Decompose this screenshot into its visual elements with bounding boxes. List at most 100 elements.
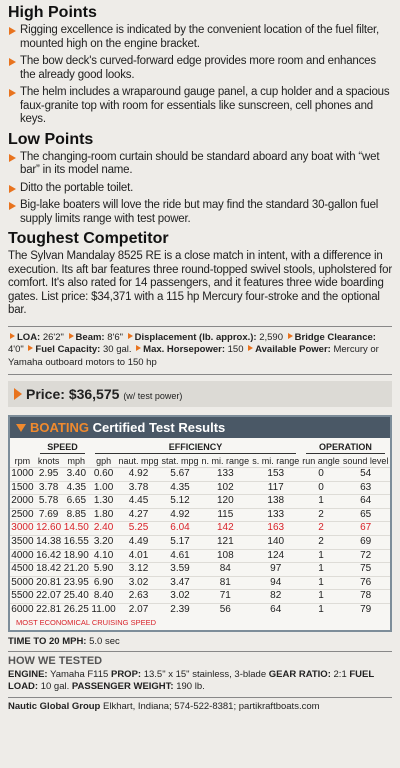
table-cell: 5.25 bbox=[117, 521, 161, 536]
table-cell: 2 bbox=[300, 507, 342, 522]
detail-label: FUEL LOAD: bbox=[8, 668, 375, 692]
table-cell: 3.78 bbox=[34, 480, 63, 495]
arrow-icon bbox=[68, 332, 74, 339]
table-cell: 3.40 bbox=[62, 467, 91, 482]
table-row: 5000 20.81 23.95 6.90 3.02 3.47 81 94 1 76 bbox=[10, 575, 390, 590]
table-cell: 64 bbox=[341, 494, 390, 509]
group-label: EFFICIENCY bbox=[95, 442, 296, 454]
table-cell: 78 bbox=[341, 589, 390, 604]
section-title: High Points bbox=[8, 4, 97, 21]
table-cell: 4.35 bbox=[62, 480, 91, 495]
arrow-icon bbox=[14, 388, 22, 400]
table-cell: 2.95 bbox=[34, 467, 63, 482]
spec-value: 4'0" bbox=[8, 344, 24, 355]
table-cell: 20.81 bbox=[34, 575, 63, 590]
table-cell: 56 bbox=[199, 602, 251, 617]
table-cell: 23.95 bbox=[62, 575, 91, 590]
table-cell: 5.67 bbox=[160, 467, 200, 482]
spec-value: 8'6" bbox=[107, 331, 123, 343]
column-header: stat. mpg bbox=[161, 456, 199, 466]
table-cell: 4.10 bbox=[90, 548, 118, 563]
table-cell: 117 bbox=[250, 480, 301, 495]
group-header: EFFICIENCY bbox=[90, 438, 301, 455]
column-header: sound level bbox=[342, 456, 389, 466]
section-title: Toughest Competitor bbox=[8, 230, 169, 247]
detail-value: Yamaha F115 bbox=[50, 668, 109, 680]
table-row: 1000 2.95 3.40 0.60 4.92 5.67 133 153 0 54 bbox=[10, 467, 390, 482]
table-cell: 5.17 bbox=[160, 534, 200, 550]
table-cell: 16.55 bbox=[62, 534, 91, 550]
table-cell: 115 bbox=[199, 507, 251, 522]
table-cell: 0 bbox=[300, 467, 342, 482]
table-cell: 124 bbox=[250, 548, 301, 563]
table-cell: 1 bbox=[300, 494, 342, 509]
table-cell: 2.07 bbox=[117, 602, 161, 617]
table-cell: 1.00 bbox=[90, 480, 118, 495]
table-cell: 138 bbox=[250, 494, 301, 509]
table-cell: 4.92 bbox=[160, 507, 200, 522]
bullet-list: The changing-room curtain should be stan… bbox=[8, 151, 392, 227]
arrow-icon bbox=[28, 345, 34, 351]
detail-label: GEAR RATIO: bbox=[268, 668, 331, 680]
column-header: n. mi. range bbox=[201, 456, 250, 466]
test-results: BOATING Certified Test Results SPEED EFFI… bbox=[8, 415, 392, 632]
table-cell: 22.07 bbox=[34, 589, 63, 604]
empty-cell bbox=[10, 438, 35, 455]
table-cell: 71 bbox=[199, 589, 251, 604]
table-cell: 5000 bbox=[10, 575, 35, 590]
bullet-item: Ditto the portable toilet. bbox=[8, 182, 392, 196]
table-cell: 4.49 bbox=[117, 534, 161, 550]
group-header: SPEED bbox=[35, 438, 90, 455]
bullet-item: The changing-room curtain should be stan… bbox=[8, 151, 392, 178]
table-cell: 4.35 bbox=[160, 480, 200, 495]
table-cell: 63 bbox=[341, 480, 390, 495]
spec-label: Displacement (lb. approx.): bbox=[134, 331, 257, 343]
table-cell: 5.78 bbox=[34, 494, 63, 509]
spec-value: Mercury or Yamaha outboard motors to 150… bbox=[8, 344, 379, 368]
table-cell: 0.60 bbox=[90, 467, 118, 482]
price-value: $36,575 bbox=[68, 386, 120, 402]
table-cell: 3.20 bbox=[90, 534, 118, 550]
table-cell: 2.40 bbox=[90, 521, 118, 536]
table-cell: 76 bbox=[341, 575, 390, 590]
table-cell: 3.59 bbox=[160, 562, 200, 577]
spec-label: Available Power: bbox=[255, 344, 331, 355]
arrow-icon bbox=[10, 332, 15, 339]
table-row: 6000 22.81 26.25 11.00 2.07 2.39 56 64 1 79 bbox=[10, 602, 390, 617]
spec-label: Max. Horsepower: bbox=[143, 344, 225, 355]
results-table: SPEED EFFICIENCY OPERATION rpm knots mph gph na… bbox=[10, 438, 390, 617]
table-title: BOATING Certified Test Results bbox=[10, 417, 390, 438]
table-row: 5500 22.07 25.40 8.40 2.63 3.02 71 82 1 78 bbox=[10, 589, 390, 604]
table-cell: 2500 bbox=[10, 507, 35, 522]
table-cell: 54 bbox=[341, 467, 390, 482]
spec-value: 26'2" bbox=[42, 331, 64, 343]
arrow-icon bbox=[127, 332, 133, 339]
table-cell: 3.78 bbox=[117, 480, 161, 495]
table-cell: 12.60 bbox=[34, 521, 63, 536]
table-cell: 4.61 bbox=[160, 548, 200, 563]
column-header: knots bbox=[37, 456, 60, 466]
detail-value: 2:1 bbox=[333, 668, 347, 680]
section-title: Low Points bbox=[8, 130, 94, 148]
table-cell: 133 bbox=[250, 507, 301, 522]
group-header: OPERATION bbox=[301, 438, 390, 455]
table-cell: 25.40 bbox=[62, 589, 91, 604]
time-to-speed: TIME TO 20 MPH: 5.0 sec bbox=[8, 636, 392, 647]
table-cell: 4.01 bbox=[117, 548, 161, 563]
table-cell: 14.50 bbox=[62, 521, 91, 536]
table-cell: 3500 bbox=[10, 534, 35, 550]
bullet-item: Big-lake boaters will love the ride but … bbox=[8, 199, 392, 226]
table-cell: 5500 bbox=[10, 589, 35, 604]
bullet-item: Rigging excellence is indicated by the c… bbox=[8, 24, 392, 51]
table-cell: 153 bbox=[250, 467, 301, 482]
table-cell: 2.39 bbox=[160, 602, 200, 617]
table-row: 3500 14.38 16.55 3.20 4.49 5.17 121 140 2 69 bbox=[10, 534, 390, 550]
table-cell: 82 bbox=[250, 589, 301, 604]
table-cell: 69 bbox=[341, 534, 390, 550]
paragraph: The Sylvan Mandalay 8525 RE is a close m… bbox=[8, 250, 392, 316]
table-cell: 2 bbox=[300, 521, 342, 536]
bullet-list: Rigging excellence is indicated by the c… bbox=[8, 24, 392, 127]
spec-label: Bridge Clearance: bbox=[294, 331, 376, 343]
label: TIME TO 20 MPH: bbox=[8, 635, 87, 647]
table-cell: 7.69 bbox=[34, 507, 63, 522]
